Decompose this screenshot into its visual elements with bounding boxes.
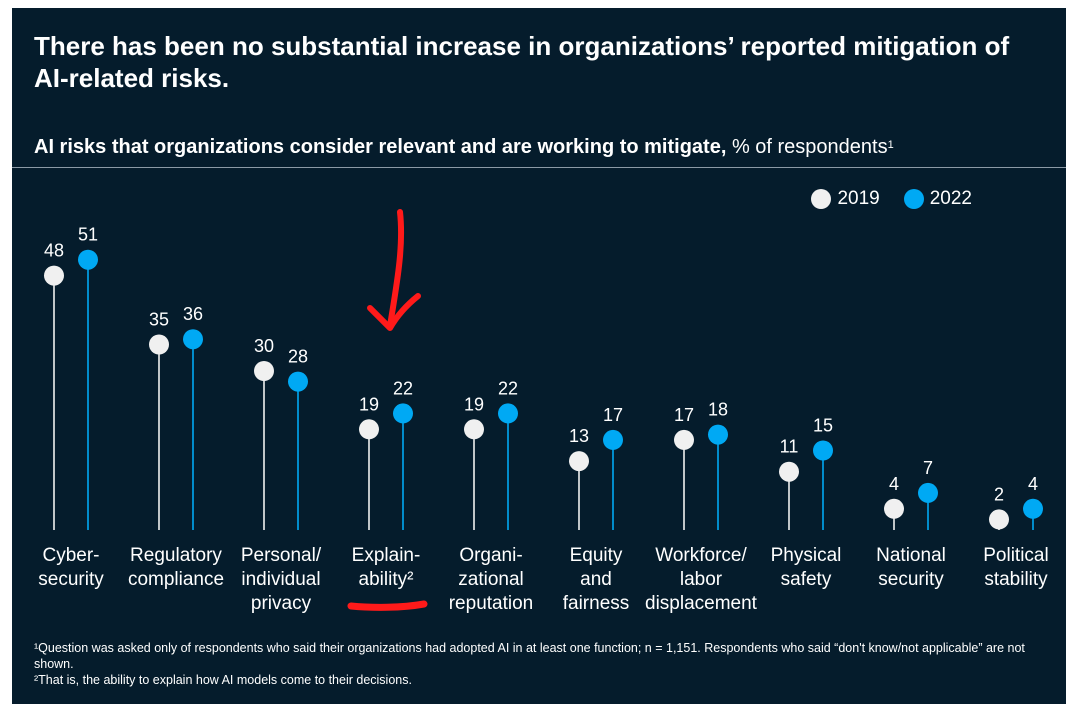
category-label-9-1: stability — [984, 569, 1048, 590]
data-label-2022-3: 22 — [393, 378, 413, 398]
lollipop-chart: 48 51 Cyber-security 35 36 Regulatory complian… — [38, 225, 1048, 614]
category-label-2-2: privacy — [251, 593, 312, 614]
subtitle-bold: AI risks that organizations consider rel… — [34, 136, 727, 158]
legend: 2019 2022 — [811, 188, 972, 210]
red-annotation-arrow-icon — [347, 209, 428, 611]
category-label-9-0: Political — [983, 545, 1048, 566]
legend-dot-2022 — [903, 189, 924, 209]
data-label-2022-0: 51 — [78, 225, 98, 245]
category-label-6-0: Workforce/ — [655, 545, 747, 566]
category-label-5-0: Equity — [570, 545, 623, 566]
point-2019-9 — [989, 509, 1009, 530]
legend-label-2019: 2019 — [837, 188, 880, 209]
category-label-2-1: individual — [241, 569, 320, 590]
legend-label-2022: 2022 — [929, 188, 972, 209]
category-label-4-1: zational — [458, 569, 524, 590]
data-label-2022-2: 28 — [288, 347, 308, 367]
data-label-2019-8: 4 — [889, 474, 899, 494]
point-2022-0 — [78, 249, 98, 270]
category-label-0-0: Cyber- — [42, 545, 99, 566]
point-2019-8 — [884, 498, 904, 519]
footnote-2: ²That is, the ability to explain how AI … — [34, 673, 412, 687]
category-label-4-0: Organi- — [459, 545, 522, 566]
legend-item-2022: 2022 — [903, 188, 972, 210]
red-underline-icon — [347, 600, 428, 611]
chart-title: There has been no substantial increase i… — [34, 31, 1010, 93]
category-label-8-0: National — [876, 545, 946, 566]
point-2022-3 — [393, 403, 413, 424]
data-label-2019-9: 2 — [994, 484, 1004, 504]
data-label-2022-7: 15 — [813, 416, 833, 436]
category-label-7-0: Physical — [771, 545, 842, 566]
data-label-2022-9: 4 — [1028, 474, 1038, 494]
point-2022-5 — [603, 429, 623, 450]
point-2019-7 — [779, 461, 799, 482]
data-label-2022-5: 17 — [603, 405, 623, 425]
category-label-5-1: and — [580, 569, 612, 590]
point-2019-0 — [44, 265, 64, 286]
point-2019-4 — [464, 419, 484, 440]
data-label-2019-6: 17 — [674, 405, 694, 425]
category-label-3-1: ability² — [359, 569, 414, 590]
data-label-2019-1: 35 — [149, 310, 169, 330]
chart-panel: There has been no substantial increase i… — [12, 8, 1066, 704]
legend-item-2019: 2019 — [811, 188, 880, 210]
footnotes: ¹Question was asked only of respondents … — [34, 640, 1044, 688]
point-2022-6 — [708, 424, 728, 445]
divider-line — [12, 167, 1066, 168]
category-label-6-2: displacement — [645, 593, 758, 614]
data-label-2022-6: 18 — [708, 400, 728, 420]
category-label-7-1: safety — [781, 569, 832, 590]
data-label-2019-7: 11 — [780, 437, 799, 457]
point-2022-1 — [183, 329, 203, 350]
category-label-1-0: Regulatory — [130, 545, 222, 566]
point-2022-4 — [498, 403, 518, 424]
category-label-4-2: reputation — [449, 593, 534, 614]
category-label-5-2: fairness — [563, 593, 630, 614]
category-label-6-1: labor — [680, 569, 723, 590]
point-2022-9 — [1023, 498, 1043, 519]
data-label-2022-4: 22 — [498, 378, 518, 398]
data-label-2019-0: 48 — [44, 241, 64, 261]
point-2019-6 — [674, 429, 694, 450]
data-label-2022-1: 36 — [183, 304, 203, 324]
category-label-8-1: security — [878, 569, 944, 590]
category-label-2-0: Personal/ — [241, 545, 322, 566]
data-label-2022-8: 7 — [923, 458, 933, 478]
subtitle-footnote-ref: 1 — [887, 139, 894, 151]
category-label-1-1: compliance — [128, 569, 224, 590]
chart-subtitle: AI risks that organizations consider rel… — [34, 134, 1054, 160]
point-2022-7 — [813, 440, 833, 461]
subtitle-unit: % of respondents — [726, 136, 888, 158]
point-2019-2 — [254, 361, 274, 381]
point-2019-5 — [569, 451, 589, 472]
data-label-2019-3: 19 — [359, 394, 379, 414]
data-label-2019-4: 19 — [464, 394, 484, 414]
data-label-2019-5: 13 — [569, 426, 589, 446]
point-2022-8 — [918, 482, 938, 503]
category-label-0-1: security — [38, 569, 104, 590]
legend-dot-2019 — [811, 189, 832, 209]
category-label-3-0: Explain- — [352, 545, 421, 566]
footnote-1: ¹Question was asked only of respondents … — [34, 641, 1025, 671]
point-2019-3 — [359, 419, 379, 440]
point-2019-1 — [149, 334, 169, 355]
data-label-2019-2: 30 — [254, 336, 274, 356]
point-2022-2 — [288, 371, 308, 392]
